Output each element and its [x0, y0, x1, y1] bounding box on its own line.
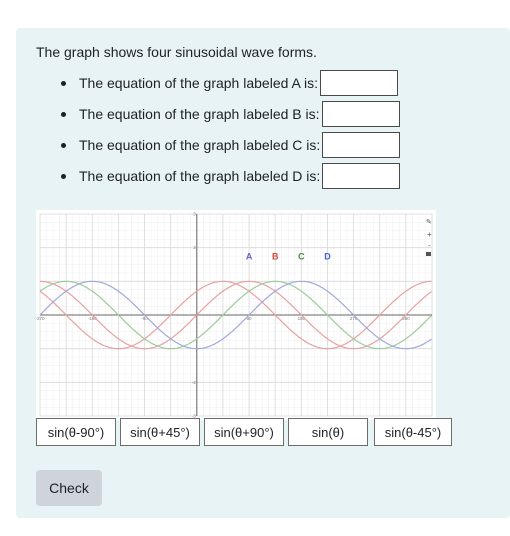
sinusoid-graph: -270 -180 -90 90 180 270 360 3 2 -2 -3 A B C D ✎ + - — [35, 210, 436, 420]
y-tick-label: -3 — [192, 414, 196, 419]
bullet-icon — [61, 80, 66, 86]
choice-chip[interactable]: sin(θ+45°) — [120, 418, 200, 446]
home-icon[interactable] — [426, 252, 431, 256]
x-tick-label: 180 — [298, 316, 306, 321]
question-label-a: The equation of the graph labeled A is: — [79, 75, 318, 91]
pointer-tool-icon[interactable]: ✎ — [426, 219, 432, 226]
choice-chip[interactable]: sin(θ+90°) — [204, 418, 284, 446]
curve-label-d: D — [324, 251, 331, 261]
question-label-d: The equation of the graph labeled D is: — [79, 168, 321, 184]
zoom-out-icon[interactable]: - — [428, 241, 431, 250]
question-prompt: The graph shows four sinusoidal wave for… — [36, 44, 317, 60]
choice-chip[interactable]: sin(θ-45°) — [374, 418, 452, 446]
choice-chip[interactable]: sin(θ) — [288, 418, 368, 446]
answer-drop-b[interactable] — [321, 101, 400, 127]
y-tick-label: 2 — [193, 245, 196, 250]
question-item-b: The equation of the graph labeled B is: — [56, 99, 400, 129]
sine-curve-4 — [39, 280, 432, 350]
graph-svg: -270 -180 -90 90 180 270 360 3 2 -2 -3 A B C D ✎ + - — [35, 212, 433, 419]
y-tick-label: 3 — [193, 212, 196, 217]
zoom-in-icon[interactable]: + — [427, 230, 432, 239]
question-label-c: The equation of the graph labeled C is: — [79, 137, 321, 153]
question-item-a: The equation of the graph labeled A is: — [56, 68, 398, 98]
question-item-d: The equation of the graph labeled D is: — [56, 161, 401, 191]
x-tick-label: -90 — [141, 316, 148, 321]
curve-label-a: A — [246, 251, 253, 261]
answer-drop-a[interactable] — [319, 70, 398, 96]
curve-label-b: B — [272, 251, 279, 261]
question-item-c: The equation of the graph labeled C is: — [56, 130, 401, 160]
x-tick-label: 360 — [402, 316, 410, 321]
answer-drop-d[interactable] — [322, 163, 401, 189]
x-tick-label: 270 — [350, 316, 358, 321]
bullet-icon — [61, 173, 66, 179]
answer-drop-c[interactable] — [322, 132, 401, 158]
y-tick-label: -2 — [192, 380, 196, 385]
x-tick-label: -270 — [36, 316, 45, 321]
question-label-b: The equation of the graph labeled B is: — [79, 106, 320, 122]
sine-curve-3 — [39, 280, 432, 350]
choice-chip[interactable]: sin(θ-90°) — [36, 418, 116, 446]
x-tick-label: 90 — [247, 316, 253, 321]
bullet-icon — [61, 111, 66, 117]
bullet-icon — [61, 142, 66, 148]
question-card: The graph shows four sinusoidal wave for… — [16, 28, 510, 518]
curve-label-c: C — [298, 251, 305, 261]
check-button[interactable]: Check — [36, 470, 102, 506]
x-tick-label: -180 — [88, 316, 98, 321]
